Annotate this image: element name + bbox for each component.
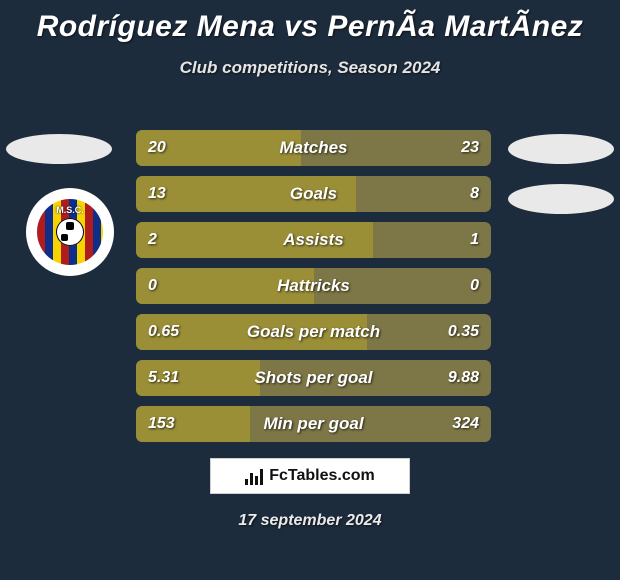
soccer-ball-icon bbox=[56, 218, 84, 246]
stat-row: 0.650.35Goals per match bbox=[136, 314, 491, 350]
logo-text: FcTables.com bbox=[269, 467, 375, 485]
subtitle: Club competitions, Season 2024 bbox=[0, 58, 620, 78]
club-badge: M.S.C. bbox=[28, 190, 112, 274]
stat-label: Goals bbox=[136, 176, 491, 212]
stat-label: Assists bbox=[136, 222, 491, 258]
player-left-silhouette bbox=[6, 134, 112, 164]
stat-label: Min per goal bbox=[136, 406, 491, 442]
player-right-silhouette-1 bbox=[508, 134, 614, 164]
stat-row: 5.319.88Shots per goal bbox=[136, 360, 491, 396]
stat-label: Matches bbox=[136, 130, 491, 166]
club-badge-stripes: M.S.C. bbox=[37, 199, 103, 265]
date-label: 17 september 2024 bbox=[0, 512, 620, 530]
stat-row: 138Goals bbox=[136, 176, 491, 212]
stat-label: Goals per match bbox=[136, 314, 491, 350]
stat-row: 153324Min per goal bbox=[136, 406, 491, 442]
page-title: Rodríguez Mena vs PernÃ­a MartÃ­nez bbox=[0, 10, 620, 44]
stat-row: 2023Matches bbox=[136, 130, 491, 166]
fctables-logo[interactable]: FcTables.com bbox=[210, 458, 410, 494]
stat-row: 00Hattricks bbox=[136, 268, 491, 304]
stats-bars: 2023Matches 138Goals 21Assists 00Hattricks 0… bbox=[136, 130, 491, 452]
bar-chart-icon bbox=[245, 467, 263, 485]
stat-label: Hattricks bbox=[136, 268, 491, 304]
club-badge-text: M.S.C. bbox=[56, 205, 84, 215]
player-right-silhouette-2 bbox=[508, 184, 614, 214]
stat-row: 21Assists bbox=[136, 222, 491, 258]
stat-label: Shots per goal bbox=[136, 360, 491, 396]
